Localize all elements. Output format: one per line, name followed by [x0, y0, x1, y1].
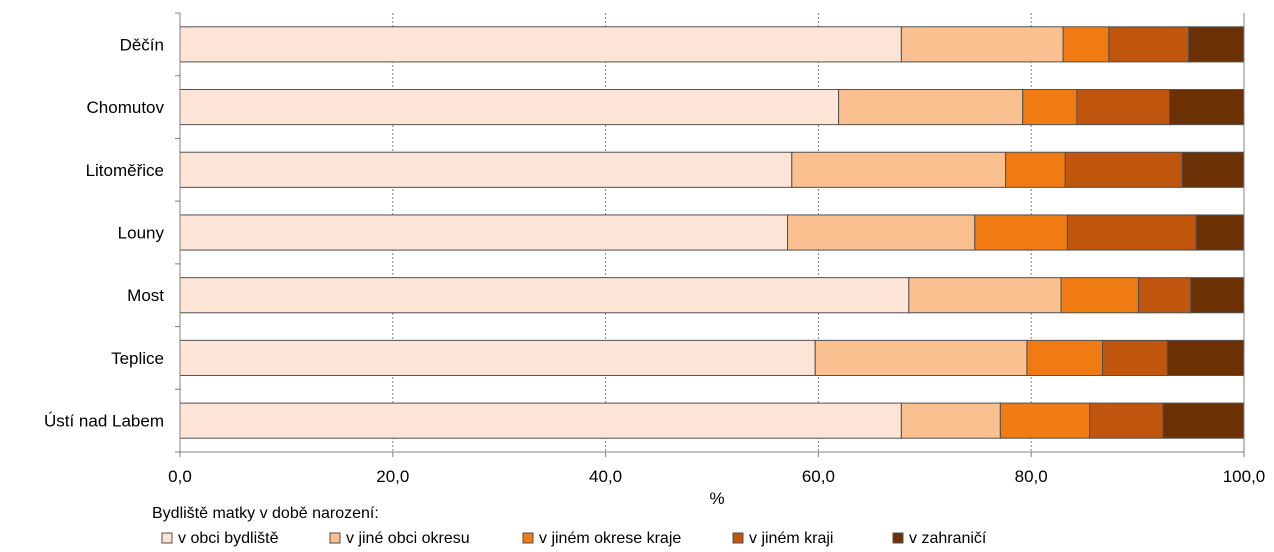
x-tick-label: 80,0: [1015, 467, 1048, 486]
legend-label: v zahraničí: [909, 530, 987, 547]
category-label: Most: [127, 286, 164, 305]
bar-segment: [1076, 89, 1171, 126]
x-axis-title: %: [709, 489, 724, 508]
bar-segment: [1026, 339, 1103, 376]
bar-segment: [1066, 214, 1197, 251]
legend: v obci bydliště v jiné obci okresu v jiném…: [161, 530, 987, 547]
category-label: Litoměřice: [86, 161, 164, 180]
bar-segment: [1169, 89, 1245, 126]
legend-swatch: [161, 532, 173, 544]
bar-segment: [1166, 339, 1245, 376]
bar-segment: [1101, 339, 1168, 376]
category-label: Teplice: [111, 349, 164, 368]
bar-segment: [179, 214, 789, 251]
x-tick-label: 60,0: [802, 467, 835, 486]
legend-title: Bydliště matky v době narození:: [152, 505, 379, 522]
legend-swatch: [522, 532, 534, 544]
bar-segment: [900, 26, 1064, 63]
category-label: Ústí nad Labem: [44, 412, 164, 431]
bar-segment: [179, 402, 902, 439]
bar-segment: [908, 277, 1062, 314]
bar-segment: [1064, 151, 1183, 188]
legend-label: v jiném okrese kraje: [539, 530, 681, 547]
legend-swatch: [329, 532, 341, 544]
bar-segment: [179, 26, 902, 63]
bar-segment: [791, 151, 1007, 188]
axes: [175, 12, 1245, 457]
bar-segment: [1162, 402, 1245, 439]
bar-segment: [1089, 402, 1164, 439]
bar-segment: [1022, 89, 1078, 126]
bar-segment: [900, 402, 1001, 439]
legend-label: v jiné obci okresu: [346, 530, 470, 547]
bar-segment: [179, 151, 793, 188]
legend-label: v jiném kraji: [749, 530, 833, 547]
category-label: Děčín: [120, 35, 164, 54]
bar-segment: [999, 402, 1091, 439]
x-tick-label: 0,0: [168, 467, 192, 486]
bar-segment: [179, 277, 910, 314]
legend-swatch: [892, 532, 904, 544]
bar-segment: [1181, 151, 1245, 188]
x-tick-labels: 0,0 20,0 40,0 60,0 80,0 100,0: [168, 467, 1265, 486]
bar-segment: [1005, 151, 1066, 188]
x-tick-label: 40,0: [589, 467, 622, 486]
bar-segment: [1060, 277, 1140, 314]
bar-segment: [1062, 26, 1110, 63]
category-label: Chomutov: [87, 98, 165, 117]
bars: [179, 26, 1245, 439]
x-tick-label: 20,0: [376, 467, 409, 486]
category-labels: Děčín Chomutov Litoměřice Louny Most Teplice Ú…: [44, 35, 165, 430]
bar-segment: [1190, 277, 1245, 314]
category-label: Louny: [118, 224, 165, 243]
bar-segment: [179, 339, 816, 376]
bar-segment: [1195, 214, 1245, 251]
legend-label: v obci bydliště: [178, 530, 279, 547]
bar-segment: [1188, 26, 1245, 63]
bar-segment: [1108, 26, 1190, 63]
x-tick-label: 100,0: [1223, 467, 1266, 486]
gridlines: [392, 13, 1032, 452]
bar-segment: [838, 89, 1024, 126]
bar-segment: [179, 89, 840, 126]
bar-segment: [814, 339, 1028, 376]
bar-segment: [1138, 277, 1192, 314]
bar-segment: [787, 214, 976, 251]
legend-swatch: [732, 532, 744, 544]
bar-segment: [974, 214, 1068, 251]
